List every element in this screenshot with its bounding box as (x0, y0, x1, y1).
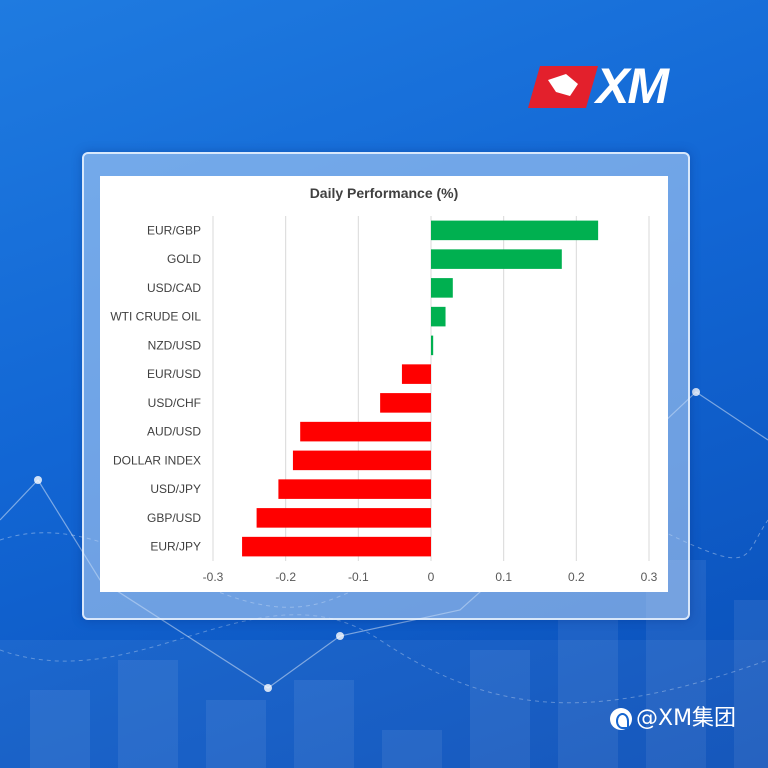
weibo-icon (610, 708, 632, 730)
x-tick-labels: -0.3 -0.2 -0.1 0 0.1 0.2 0.3 (203, 570, 658, 584)
bar (431, 306, 446, 327)
bar (242, 536, 431, 557)
x-tick-label: -0.2 (275, 570, 296, 584)
x-tick-label: 0.2 (568, 570, 585, 584)
bar (431, 335, 434, 356)
bar (380, 393, 431, 413)
category-label: AUD/USD (147, 425, 201, 439)
bar (401, 364, 431, 384)
xm-logo-mark (528, 66, 598, 108)
bar (431, 278, 453, 298)
category-label: USD/CHF (148, 396, 201, 410)
bar (292, 450, 431, 471)
category-label: EUR/JPY (150, 540, 201, 554)
daily-performance-chart: Daily Performance (%) EUR/GBP GOLD USD/CAD… (100, 176, 668, 592)
bar (431, 220, 599, 241)
category-label: DOLLAR INDEX (113, 453, 201, 467)
category-label: USD/CAD (147, 281, 201, 295)
bar-chart: Daily Performance (%) EUR/GBP GOLD USD/CAD… (110, 185, 658, 584)
watermark: @XM集团 (610, 704, 736, 734)
category-label: WTI CRUDE OIL (110, 310, 201, 324)
category-label: EUR/USD (147, 367, 201, 381)
x-tick-label: 0.3 (641, 570, 658, 584)
category-label: USD/JPY (150, 482, 201, 496)
x-tick-label: -0.1 (348, 570, 369, 584)
gridlines (212, 216, 650, 561)
x-tick-label: 0.1 (495, 570, 512, 584)
category-label: GBP/USD (147, 511, 201, 525)
x-tick-label: 0 (428, 570, 435, 584)
bars (242, 220, 599, 557)
bar (431, 249, 562, 269)
chart-title: Daily Performance (%) (310, 185, 459, 201)
xm-logo-text: XM (596, 58, 669, 114)
x-tick-label: -0.3 (203, 570, 224, 584)
category-label: EUR/GBP (147, 223, 201, 237)
bar (300, 421, 431, 442)
bar (256, 508, 431, 528)
watermark-text: @XM集团 (636, 706, 737, 731)
bar (278, 479, 431, 499)
category-labels: EUR/GBP GOLD USD/CAD WTI CRUDE OIL NZD/USD EU… (110, 223, 201, 553)
category-label: GOLD (167, 252, 201, 266)
category-label: NZD/USD (148, 338, 202, 352)
